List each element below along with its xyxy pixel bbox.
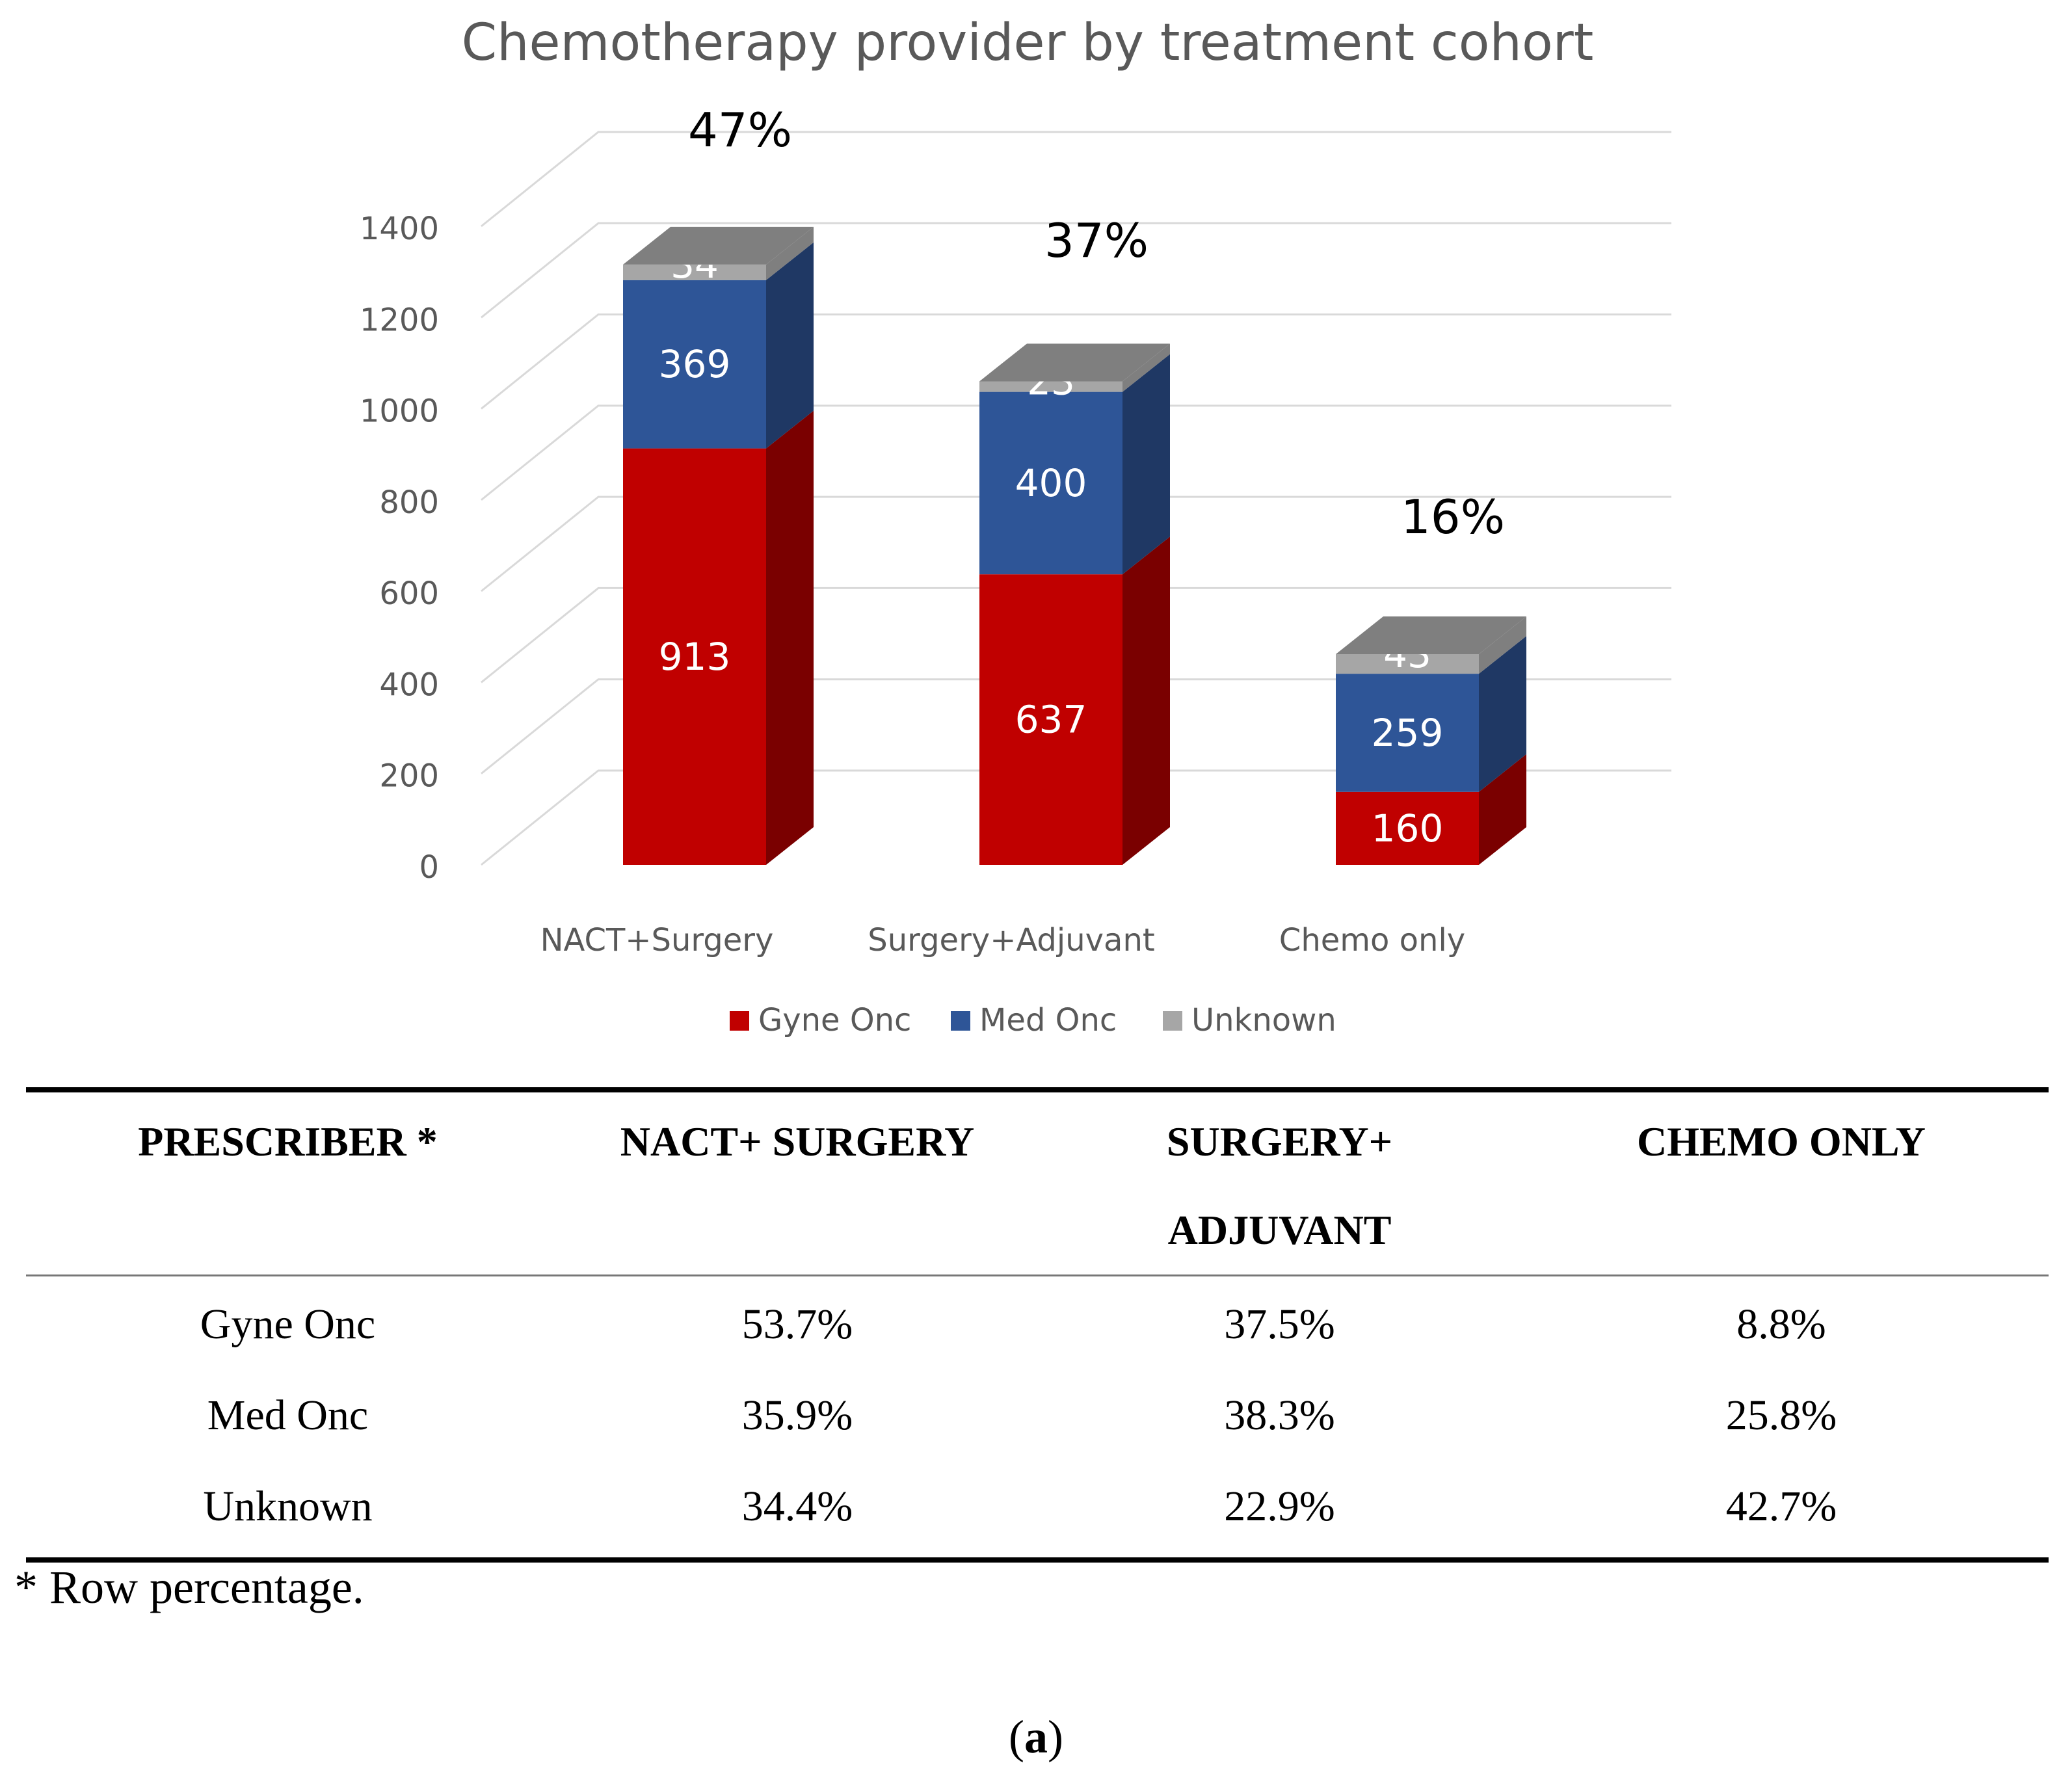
caption-open: ( bbox=[1009, 1711, 1024, 1763]
bar-value-label: 160 bbox=[1372, 806, 1444, 851]
table-header-row: PRESCRIBER * NACT+ SURGERY SURGERY+ ADJU… bbox=[26, 1092, 2049, 1276]
legend-label: Med Onc bbox=[979, 1002, 1117, 1038]
bar-value-label: 400 bbox=[1015, 461, 1087, 505]
y-tick-label: 1200 bbox=[360, 302, 439, 338]
x-tick-label: NACT+Surgery bbox=[540, 922, 774, 958]
bar-segment-side bbox=[766, 242, 814, 449]
prescriber-table: PRESCRIBER * NACT+ SURGERY SURGERY+ ADJU… bbox=[26, 1087, 2049, 1563]
bar-segment-side bbox=[1122, 536, 1170, 865]
y-axis-ticks: 0 200 400 600 800 1000 1200 1400 bbox=[360, 211, 439, 886]
header-nact-surgery: NACT+ SURGERY bbox=[620, 1118, 975, 1165]
bar-segment-side bbox=[1122, 343, 1170, 392]
y-tick-label: 800 bbox=[379, 484, 439, 521]
bar-segment bbox=[979, 574, 1122, 865]
table-cell: 8.8% bbox=[1736, 1301, 1826, 1348]
y-tick-label: 1400 bbox=[360, 211, 439, 247]
figure-caption: (a) bbox=[0, 1710, 2072, 1764]
y-tick-label: 200 bbox=[379, 758, 439, 795]
table-row: Gyne Onc 53.7% 37.5% 8.8% bbox=[26, 1276, 2049, 1370]
header-surgery-adjuvant: SURGERY+ ADJUVANT bbox=[1045, 1092, 1514, 1275]
table-row: Unknown 34.4% 22.9% 42.7% bbox=[26, 1461, 2049, 1557]
bar-segment-side bbox=[766, 410, 814, 865]
header-surgery-adjuvant-line1: SURGERY+ bbox=[1166, 1118, 1393, 1165]
chart-legend: Gyne Onc Med Onc Unknown bbox=[730, 1002, 1336, 1038]
row-label: Med Onc bbox=[207, 1392, 369, 1439]
bar-segment bbox=[979, 381, 1122, 392]
bar-segment-side bbox=[1479, 636, 1526, 792]
bar-segment-side bbox=[766, 226, 814, 280]
legend-swatch bbox=[951, 1011, 970, 1031]
chart-title: Chemotherapy provider by treatment cohor… bbox=[462, 14, 1594, 72]
row-label: Gyne Onc bbox=[200, 1301, 376, 1348]
bar-segment-side bbox=[1479, 754, 1526, 865]
bar-value-label: 369 bbox=[659, 342, 731, 386]
table-cell: 35.9% bbox=[741, 1392, 853, 1439]
y-tick-label: 0 bbox=[419, 849, 439, 886]
chart-bars: 9133693447%6374002337%1602594316% bbox=[623, 103, 1526, 865]
footnote: * Row percentage. bbox=[14, 1561, 364, 1613]
table-cell: 37.5% bbox=[1224, 1301, 1335, 1348]
legend-label: Unknown bbox=[1191, 1002, 1336, 1038]
y-tick-label: 600 bbox=[379, 575, 439, 612]
table-cell: 38.3% bbox=[1224, 1392, 1335, 1439]
x-axis-ticks: NACT+Surgery Surgery+Adjuvant Chemo only bbox=[540, 922, 1466, 958]
bar-percent-label: 37% bbox=[1044, 213, 1149, 268]
legend-swatch bbox=[730, 1011, 749, 1031]
bar-top-cap bbox=[1336, 616, 1526, 654]
caption-letter: a bbox=[1024, 1711, 1048, 1763]
header-prescriber: PRESCRIBER * bbox=[138, 1118, 438, 1165]
gridline bbox=[481, 769, 1671, 866]
gridline bbox=[481, 404, 1671, 501]
bar-segment-side bbox=[1122, 354, 1170, 575]
bar-segment bbox=[623, 448, 766, 865]
bar-segment-side bbox=[1479, 616, 1526, 674]
bar-segment bbox=[979, 391, 1122, 575]
table-cell: 34.4% bbox=[741, 1483, 853, 1530]
chart-gridlines bbox=[481, 131, 1671, 866]
x-tick-label: Surgery+Adjuvant bbox=[868, 922, 1154, 958]
table-cell: 42.7% bbox=[1725, 1483, 1837, 1530]
bar-top-cap bbox=[623, 226, 814, 265]
bar-segment bbox=[623, 280, 766, 449]
row-label: Unknown bbox=[203, 1483, 373, 1530]
legend-swatch bbox=[1163, 1011, 1182, 1031]
caption-close: ) bbox=[1048, 1711, 1063, 1763]
bar-percent-label: 47% bbox=[688, 103, 792, 157]
gridline bbox=[481, 222, 1671, 319]
gridline bbox=[481, 587, 1671, 683]
bar-segment bbox=[1336, 654, 1479, 674]
gridline bbox=[481, 495, 1671, 592]
y-tick-label: 1000 bbox=[360, 393, 439, 430]
gridline bbox=[481, 678, 1671, 774]
table-cell: 25.8% bbox=[1725, 1392, 1837, 1439]
bar-top-cap bbox=[979, 343, 1170, 382]
legend-label: Gyne Onc bbox=[758, 1002, 911, 1038]
bar-value-label: 913 bbox=[659, 635, 731, 679]
gridline bbox=[481, 131, 1671, 228]
chart: Chemotherapy provider by treatment cohor… bbox=[360, 14, 1671, 1038]
bar-segment bbox=[623, 264, 766, 280]
table-cell: 53.7% bbox=[741, 1301, 853, 1348]
bar-percent-label: 16% bbox=[1401, 490, 1505, 544]
bar-segment bbox=[1336, 674, 1479, 792]
header-chemo-only: CHEMO ONLY bbox=[1637, 1118, 1926, 1165]
x-tick-label: Chemo only bbox=[1279, 922, 1465, 958]
gridline bbox=[481, 313, 1671, 410]
bar-segment bbox=[1336, 791, 1479, 865]
table-cell: 22.9% bbox=[1224, 1483, 1335, 1530]
header-surgery-adjuvant-line2: ADJUVANT bbox=[1167, 1207, 1392, 1253]
bar-value-label: 259 bbox=[1372, 711, 1444, 755]
table-row: Med Onc 35.9% 38.3% 25.8% bbox=[26, 1370, 2049, 1461]
y-tick-label: 400 bbox=[379, 667, 439, 703]
bar-value-label: 637 bbox=[1015, 698, 1087, 742]
